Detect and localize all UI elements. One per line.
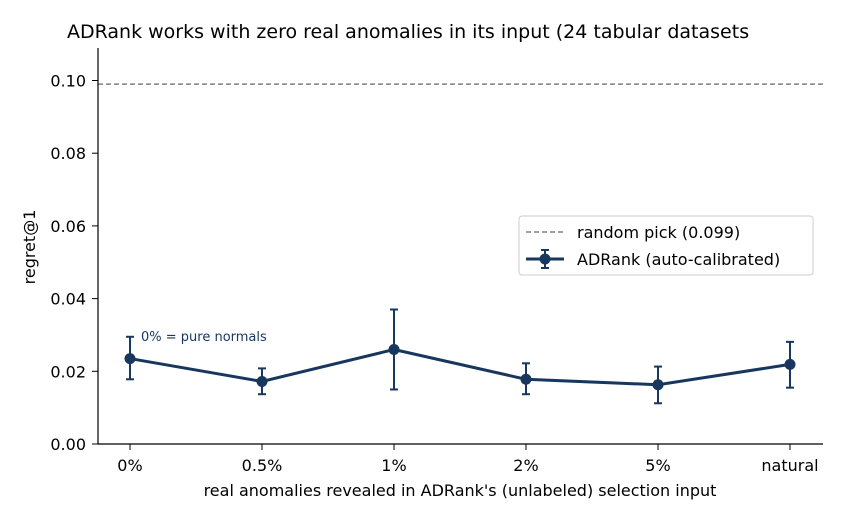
annotation-text: 0% = pure normals <box>141 330 267 345</box>
data-point <box>124 353 136 365</box>
x-axis-label: real anomalies revealed in ADRank's (unl… <box>204 481 717 500</box>
y-tick-label: 0.00 <box>50 435 86 454</box>
x-tick-label: 2% <box>513 456 538 475</box>
y-tick-label: 0.06 <box>50 217 86 236</box>
chart-title: ADRank works with zero real anomalies in… <box>67 21 749 43</box>
y-tick-label: 0.08 <box>50 144 86 163</box>
data-point <box>784 358 796 370</box>
series-line <box>129 347 791 387</box>
plot-area <box>98 83 823 405</box>
x-tick-label: natural <box>761 456 818 475</box>
data-point <box>520 373 532 385</box>
y-tick-label: 0.04 <box>50 290 86 309</box>
x-tick-label: 5% <box>645 456 670 475</box>
data-point <box>652 379 664 391</box>
legend-series-label: ADRank (auto-calibrated) <box>577 250 780 269</box>
y-tick-label: 0.10 <box>50 72 86 91</box>
x-tick-label: 0.5% <box>242 456 283 475</box>
legend-box <box>518 215 814 276</box>
x-tick-group: 0% 0.5% 1% 2% 5% natural <box>117 444 819 475</box>
y-tick-group: 0.00 0.02 0.04 0.06 0.08 0.10 <box>50 72 98 454</box>
legend: random pick (0.099) ADRank (auto-calibra… <box>518 215 814 276</box>
y-axis-label: regret@1 <box>20 210 39 285</box>
y-tick-label: 0.02 <box>50 362 86 381</box>
legend-series-swatch <box>526 249 564 269</box>
data-point <box>388 343 400 355</box>
x-tick-label: 1% <box>381 456 406 475</box>
x-tick-label: 0% <box>117 456 142 475</box>
data-point <box>256 375 268 387</box>
legend-reference-label: random pick (0.099) <box>577 223 740 242</box>
